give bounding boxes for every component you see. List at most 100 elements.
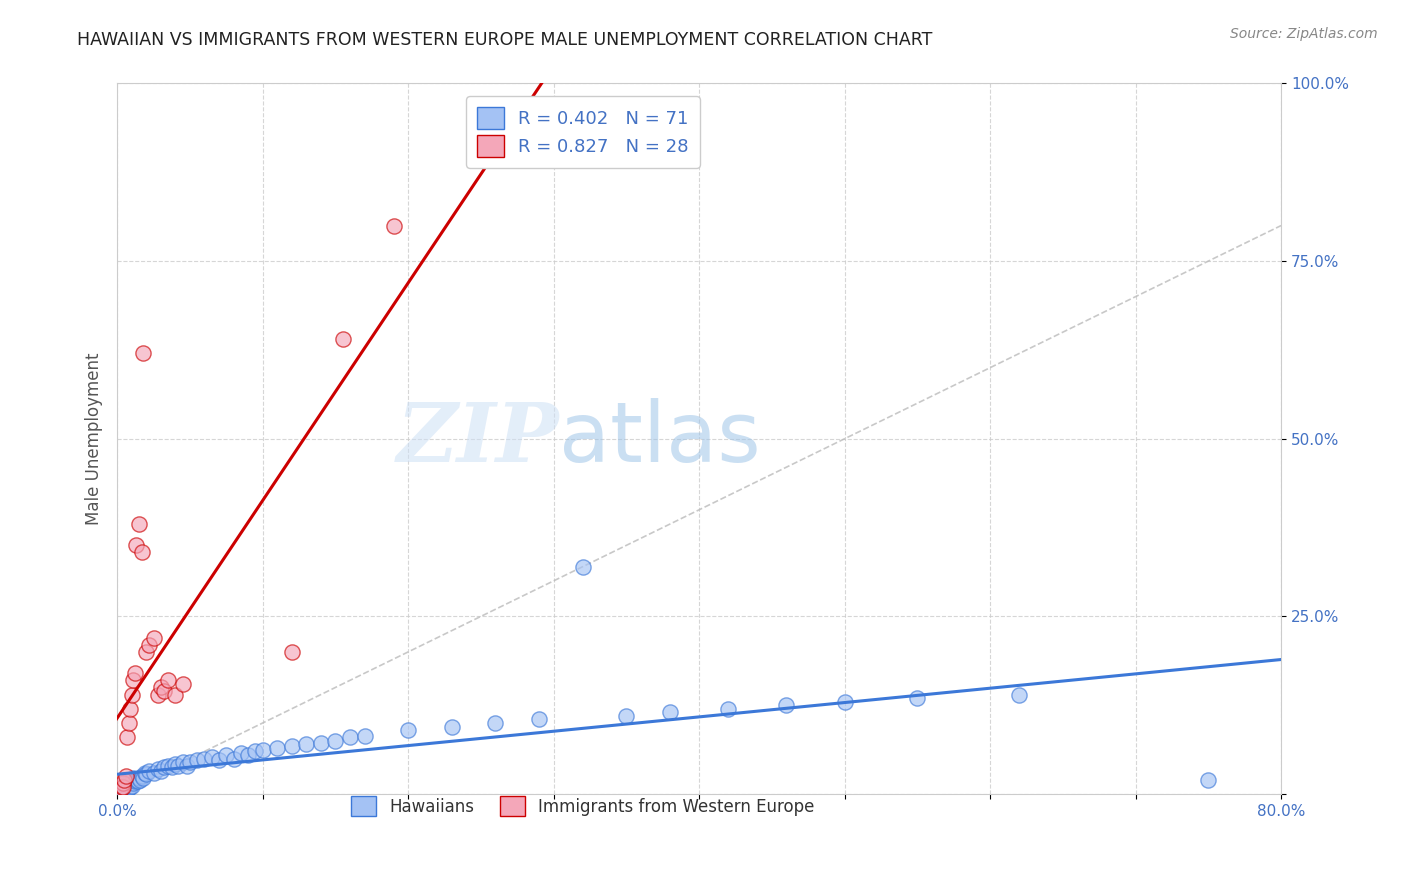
Text: HAWAIIAN VS IMMIGRANTS FROM WESTERN EUROPE MALE UNEMPLOYMENT CORRELATION CHART: HAWAIIAN VS IMMIGRANTS FROM WESTERN EURO…: [77, 31, 932, 49]
Point: [229, 746, 252, 760]
Point: [115, 781, 138, 796]
Point: [135, 767, 157, 781]
Point: [527, 713, 550, 727]
Text: ZIP: ZIP: [396, 399, 560, 479]
Point: [165, 688, 187, 702]
Text: atlas: atlas: [560, 398, 761, 479]
Point: [121, 779, 143, 793]
Point: [1197, 772, 1219, 787]
Point: [266, 740, 288, 755]
Point: [186, 753, 208, 767]
Point: [146, 688, 169, 702]
Point: [127, 774, 149, 789]
Point: [353, 729, 375, 743]
Point: [146, 762, 169, 776]
Point: [111, 780, 134, 794]
Point: [131, 769, 153, 783]
Legend: Hawaiians, Immigrants from Western Europe: Hawaiians, Immigrants from Western Europ…: [343, 788, 823, 825]
Point: [132, 772, 155, 786]
Point: [114, 772, 136, 787]
Point: [114, 776, 136, 790]
Point: [117, 780, 139, 794]
Point: [129, 772, 152, 787]
Point: [281, 645, 304, 659]
Point: [165, 757, 187, 772]
Point: [834, 695, 856, 709]
Point: [117, 776, 139, 790]
Point: [222, 751, 245, 765]
Point: [118, 781, 141, 796]
Point: [325, 733, 347, 747]
Point: [120, 780, 142, 794]
Point: [138, 638, 160, 652]
Point: [121, 688, 143, 702]
Point: [717, 702, 740, 716]
Point: [110, 780, 132, 794]
Point: [110, 781, 132, 796]
Point: [309, 736, 332, 750]
Point: [775, 698, 797, 713]
Point: [115, 779, 138, 793]
Point: [111, 782, 134, 797]
Point: [124, 774, 146, 789]
Point: [111, 779, 134, 793]
Point: [149, 681, 172, 695]
Point: [131, 545, 153, 559]
Point: [236, 747, 259, 762]
Point: [176, 758, 198, 772]
Point: [440, 719, 463, 733]
Point: [114, 782, 136, 797]
Point: [114, 780, 136, 795]
Point: [382, 219, 405, 233]
Point: [167, 758, 190, 772]
Point: [616, 709, 638, 723]
Point: [120, 774, 142, 789]
Point: [339, 730, 361, 744]
Point: [149, 764, 172, 778]
Point: [122, 673, 145, 688]
Point: [122, 776, 145, 790]
Point: [179, 755, 201, 769]
Point: [120, 702, 142, 716]
Point: [295, 737, 318, 751]
Point: [571, 559, 593, 574]
Point: [108, 783, 131, 797]
Point: [111, 776, 134, 790]
Point: [193, 751, 215, 765]
Point: [128, 516, 150, 531]
Point: [659, 706, 682, 720]
Y-axis label: Male Unemployment: Male Unemployment: [86, 352, 103, 525]
Point: [281, 739, 304, 753]
Point: [125, 538, 148, 552]
Point: [157, 673, 180, 688]
Point: [118, 779, 141, 793]
Point: [152, 760, 174, 774]
Point: [125, 772, 148, 787]
Point: [157, 758, 180, 772]
Point: [121, 772, 143, 787]
Point: [215, 747, 238, 762]
Point: [118, 716, 141, 731]
Point: [172, 677, 194, 691]
Point: [135, 645, 157, 659]
Point: [115, 769, 138, 783]
Point: [396, 723, 419, 737]
Point: [134, 765, 156, 780]
Point: [252, 743, 274, 757]
Point: [332, 332, 354, 346]
Point: [208, 753, 231, 767]
Point: [172, 755, 194, 769]
Point: [132, 346, 155, 360]
Point: [162, 760, 184, 774]
Point: [142, 765, 165, 780]
Point: [124, 666, 146, 681]
Point: [117, 730, 139, 744]
Point: [245, 744, 267, 758]
Point: [110, 780, 132, 794]
Point: [484, 716, 506, 731]
Point: [108, 783, 131, 797]
Point: [142, 631, 165, 645]
Point: [122, 772, 145, 786]
Point: [152, 684, 174, 698]
Point: [138, 764, 160, 779]
